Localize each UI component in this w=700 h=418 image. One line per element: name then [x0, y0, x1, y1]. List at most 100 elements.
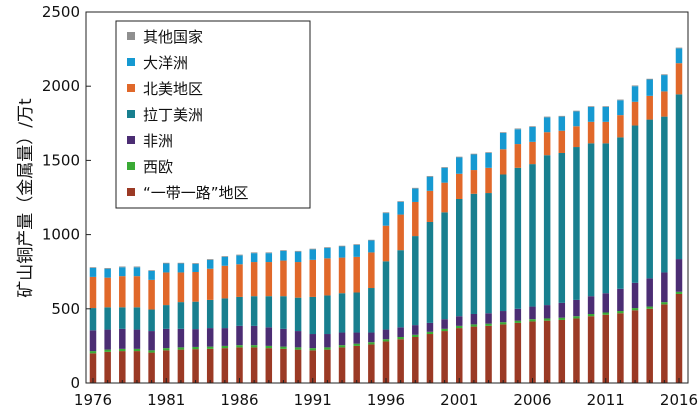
bar-segment-1997-s3: [397, 250, 404, 328]
bar-segment-2011-s3: [602, 143, 609, 294]
bar-segment-1981-s2: [163, 328, 170, 349]
bar-segment-1976-s6: [89, 267, 97, 268]
bar-segment-1994-s1: [353, 343, 360, 346]
bar-segment-1980-s5: [148, 270, 155, 280]
bar-segment-1992-s4: [324, 258, 331, 296]
bar-segment-1976-s0: [89, 353, 97, 383]
bar-segment-1998-s0: [412, 337, 419, 383]
bar-segment-1997-s5: [397, 201, 404, 215]
y-tick-label-0: 0: [70, 374, 80, 392]
bar-segment-1983-s0: [192, 349, 199, 383]
bar-segment-2012-s4: [617, 115, 624, 138]
bar-segment-1991-s5: [309, 249, 316, 260]
bar-segment-2012-s3: [617, 137, 624, 289]
bar-segment-1995-s4: [368, 252, 375, 289]
bar-segment-1996-s2: [382, 329, 390, 340]
bar-segment-1982-s2: [177, 328, 185, 348]
legend-swatch-4: [127, 136, 135, 144]
bar-segment-2005-s6: [514, 128, 522, 130]
bar-segment-1995-s1: [368, 342, 375, 345]
bar-segment-2008-s3: [558, 152, 566, 303]
bar-segment-1998-s5: [412, 188, 419, 202]
bar-segment-1978-s4: [119, 276, 126, 308]
bar-segment-1990-s2: [294, 331, 302, 348]
bar-segment-2000-s5: [441, 167, 448, 183]
bar-segment-1984-s3: [206, 299, 214, 329]
bar-segment-1985-s5: [221, 256, 229, 266]
bar-segment-2015-s3: [661, 116, 668, 273]
bar-segment-1982-s0: [177, 349, 185, 383]
bar-segment-1991-s1: [309, 348, 316, 351]
x-tick-label-1996: 1996: [367, 391, 405, 409]
bar-segment-2009-s2: [573, 299, 580, 317]
bar-segment-2007-s2: [543, 305, 551, 319]
legend-label-3: 拉丁美洲: [143, 106, 203, 124]
bar-segment-2002-s1: [470, 324, 478, 327]
legend-label-0: 其他国家: [143, 28, 203, 46]
bar-segment-2006-s5: [529, 127, 536, 142]
bar-segment-1997-s4: [397, 214, 404, 251]
bar-segment-1985-s2: [221, 328, 229, 346]
bar-segment-2011-s1: [602, 312, 609, 315]
bar-segment-2000-s0: [441, 331, 448, 383]
legend-swatch-3: [127, 110, 135, 118]
bar-segment-1981-s6: [163, 262, 170, 264]
bar-segment-1992-s5: [324, 247, 331, 259]
bar-segment-1983-s4: [192, 272, 199, 302]
bar-segment-1999-s6: [426, 175, 434, 177]
bar-segment-1993-s1: [338, 345, 346, 348]
bar-segment-2008-s5: [558, 116, 566, 131]
bar-segment-1980-s4: [148, 279, 155, 310]
bar-segment-1989-s1: [280, 346, 287, 349]
bar-segment-1978-s6: [119, 266, 126, 268]
bar-segment-2012-s2: [617, 288, 624, 312]
legend-swatch-0: [127, 32, 135, 40]
bar-segment-1980-s0: [148, 352, 155, 383]
bar-segment-2006-s2: [529, 306, 536, 320]
bar-segment-1988-s3: [265, 296, 273, 328]
bar-segment-2005-s2: [514, 308, 522, 321]
bar-segment-2010-s5: [587, 106, 595, 122]
bar-segment-1978-s0: [119, 351, 126, 383]
bar-segment-2016-s5: [675, 48, 683, 64]
bar-segment-2015-s1: [661, 302, 668, 305]
bar-segment-2001-s3: [456, 198, 463, 317]
bar-segment-1976-s4: [89, 276, 97, 309]
bar-segment-1994-s4: [353, 256, 360, 293]
bar-segment-2009-s1: [573, 316, 580, 319]
bar-segment-2007-s5: [543, 117, 551, 133]
bar-segment-1988-s0: [265, 348, 273, 383]
bar-segment-1988-s4: [265, 262, 273, 297]
bar-segment-2000-s1: [441, 328, 448, 332]
bar-segment-1977-s3: [104, 307, 111, 330]
legend-swatch-1: [127, 58, 135, 66]
bar-segment-2016-s4: [675, 63, 683, 95]
bar-segment-1996-s3: [382, 261, 390, 330]
bar-segment-2009-s0: [573, 318, 580, 383]
bar-segment-2007-s0: [543, 320, 551, 383]
bar-segment-2003-s6: [485, 152, 492, 153]
bar-segment-2012-s1: [617, 311, 624, 314]
bar-segment-1984-s2: [206, 328, 214, 347]
bar-segment-2014-s5: [646, 79, 653, 96]
y-tick-label-1500: 1500: [42, 151, 80, 169]
bar-segment-1998-s2: [412, 325, 419, 335]
bar-segment-1998-s4: [412, 201, 419, 237]
bar-segment-2004-s4: [499, 149, 507, 175]
bar-segment-1989-s0: [280, 348, 287, 383]
bar-segment-1983-s6: [192, 263, 199, 264]
bar-segment-2005-s5: [514, 129, 522, 145]
bar-segment-1996-s4: [382, 225, 390, 262]
bar-segment-2007-s3: [543, 155, 551, 306]
bar-segment-2003-s2: [485, 313, 492, 324]
legend-label-5: 西欧: [143, 158, 173, 176]
bar-segment-1980-s2: [148, 331, 155, 351]
bar-segment-1999-s0: [426, 334, 434, 383]
bar-segment-1986-s2: [236, 325, 243, 346]
bar-segment-1993-s0: [338, 347, 346, 383]
bar-segment-2009-s5: [573, 111, 580, 127]
bar-segment-2015-s6: [661, 74, 668, 76]
bar-segment-1982-s1: [177, 347, 185, 350]
x-tick-label-2001: 2001: [440, 391, 478, 409]
bar-segment-1986-s6: [236, 254, 243, 256]
